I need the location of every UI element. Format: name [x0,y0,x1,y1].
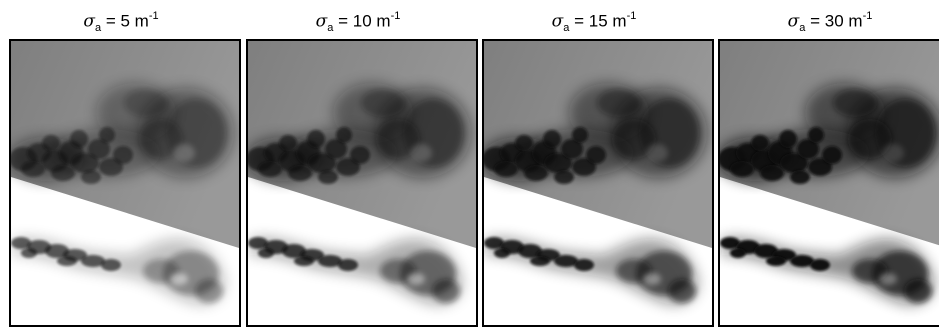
panel-label-3: σa = 15 m-1 [477,4,711,34]
unit-text: m [843,11,863,31]
smoke-render-panel-2 [246,39,478,327]
smoke-plume-upper [248,83,471,184]
smoke-plume-lower [720,237,934,305]
unit-text: m [371,11,391,31]
panel-label-2: σa = 10 m-1 [241,4,475,34]
unit-text: m [129,11,149,31]
smoke-render-image [248,41,476,325]
unit-exponent: -1 [862,10,873,22]
unit-exponent: -1 [390,10,401,22]
equals-sign: = [101,11,121,31]
smoke-render-image [720,41,939,325]
unit-text: m [607,11,627,31]
smoke-plume-lower [248,237,462,305]
absorption-value: 5 [120,11,130,31]
sigma-subscript: a [799,22,806,35]
smoke-render-image [11,41,239,325]
panel-label-4: σa = 30 m-1 [713,4,939,34]
sigma-subscript: a [563,22,570,35]
unit-exponent: -1 [148,10,159,22]
sigma-symbol: σ [83,11,95,32]
equals-sign: = [805,11,825,31]
smoke-render-panel-4 [718,39,939,327]
smoke-plume-lower [484,237,698,305]
smoke-plume-upper [484,83,707,184]
smoke-render-panel-3 [482,39,714,327]
sigma-symbol: σ [551,11,564,32]
smoke-render-image [484,41,712,325]
equals-sign: = [333,11,353,31]
unit-exponent: -1 [626,10,637,22]
sigma-subscript: a [327,22,334,35]
smoke-plume-upper [11,83,234,184]
smoke-render-panel-1 [9,39,241,327]
equals-sign: = [569,11,589,31]
panel-label-1: σa = 5 m-1 [4,4,238,34]
sigma-symbol: σ [787,11,800,32]
absorption-value: 30 [824,11,844,31]
smoke-plume-lower [11,237,225,305]
sigma-subscript: a [94,22,102,35]
smoke-plume-upper [720,83,939,184]
absorption-value: 10 [352,11,372,31]
sigma-symbol: σ [315,11,328,32]
absorption-value: 15 [588,11,608,31]
